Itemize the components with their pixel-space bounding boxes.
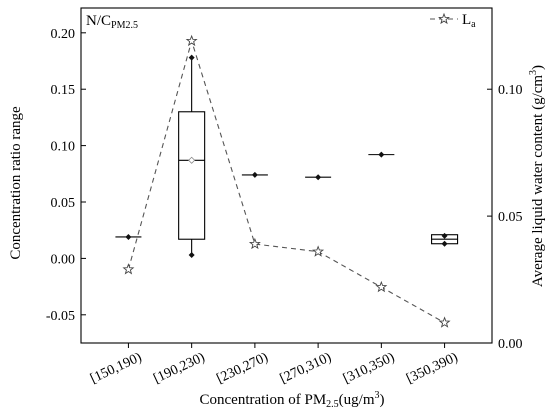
ratio-point: [188, 252, 195, 259]
y-right-tick-label: 0.05: [498, 210, 523, 225]
series-point-la: [375, 280, 388, 293]
panel-label-sub: PM2.5: [111, 20, 138, 31]
plot-frame: [80, 7, 493, 344]
x-tick-label: [190,230): [151, 350, 207, 387]
legend-label-main: L: [462, 12, 471, 28]
x-tick-label: [150,190): [88, 350, 144, 387]
y-left-tick-label: 0.00: [51, 252, 76, 267]
y-left-tick-label: 0.05: [51, 196, 76, 211]
panel-label: N/CPM2.5: [86, 13, 138, 31]
legend-label-sub: a: [471, 19, 476, 30]
box-mean-marker: [188, 156, 196, 164]
x-axis-label-end: ): [380, 392, 385, 408]
y-axis-right-label: Average liquid water content (g/cm3): [528, 65, 546, 287]
y-right-tick-label: 0.00: [498, 337, 523, 352]
series-line-la: [127, 39, 445, 324]
y-axis-right-label-main: Average liquid water content (g/cm: [530, 75, 546, 287]
panel-label-main: N/C: [86, 13, 111, 29]
series-point-la: [312, 245, 325, 257]
y-left-tick-label: 0.20: [51, 27, 76, 42]
y-axis-left-label: Concentration ratio range: [8, 106, 24, 260]
series-point-la: [248, 237, 261, 250]
legend-label: La: [462, 12, 476, 30]
x-tick-label: [270,310): [278, 350, 334, 387]
legend: La: [430, 12, 476, 30]
x-axis-label-rest: (ug/m: [339, 392, 375, 408]
x-axis-label: Concentration of PM2.5(ug/m3): [200, 390, 385, 410]
x-axis-label-main: Concentration of PM: [200, 392, 327, 408]
ratio-point: [188, 54, 195, 61]
x-axis-label-sup: 3: [375, 390, 380, 401]
y-axis-right-label-sup: 3: [528, 70, 539, 75]
x-tick-label: [350,390): [404, 350, 460, 387]
y-left-tick-label: 0.15: [51, 83, 76, 98]
y-right-tick-label: 0.10: [498, 83, 523, 98]
x-tick-label: [310,350): [341, 350, 397, 387]
y-left-tick-label: 0.10: [51, 140, 76, 155]
ratio-point: [125, 233, 132, 240]
ratio-point: [441, 240, 448, 247]
ratio-point: [378, 151, 385, 158]
box-iqr: [178, 111, 206, 240]
chart-marks: [115, 34, 459, 328]
series-point-la: [185, 34, 198, 47]
axes: -0.05 0.00 0.05 0.10 0.15 0.20 0.00 0.05 0.10 [15…: [46, 7, 523, 387]
y-left-tick-label: -0.05: [46, 309, 75, 324]
ratio-point: [441, 232, 448, 239]
series-point-la: [122, 263, 135, 275]
y-axis-right-label-end: ): [530, 65, 546, 70]
ratio-point: [251, 171, 258, 178]
series-point-la: [438, 316, 451, 328]
legend-star-marker: [438, 12, 450, 25]
x-tick-label: [230,270): [215, 350, 271, 387]
ratio-point: [315, 174, 322, 181]
x-axis-label-sub: 2.5: [326, 399, 339, 410]
chart-labels: N/CPM2.5 La Concentration of PM2.5(ug/m3…: [8, 12, 546, 410]
